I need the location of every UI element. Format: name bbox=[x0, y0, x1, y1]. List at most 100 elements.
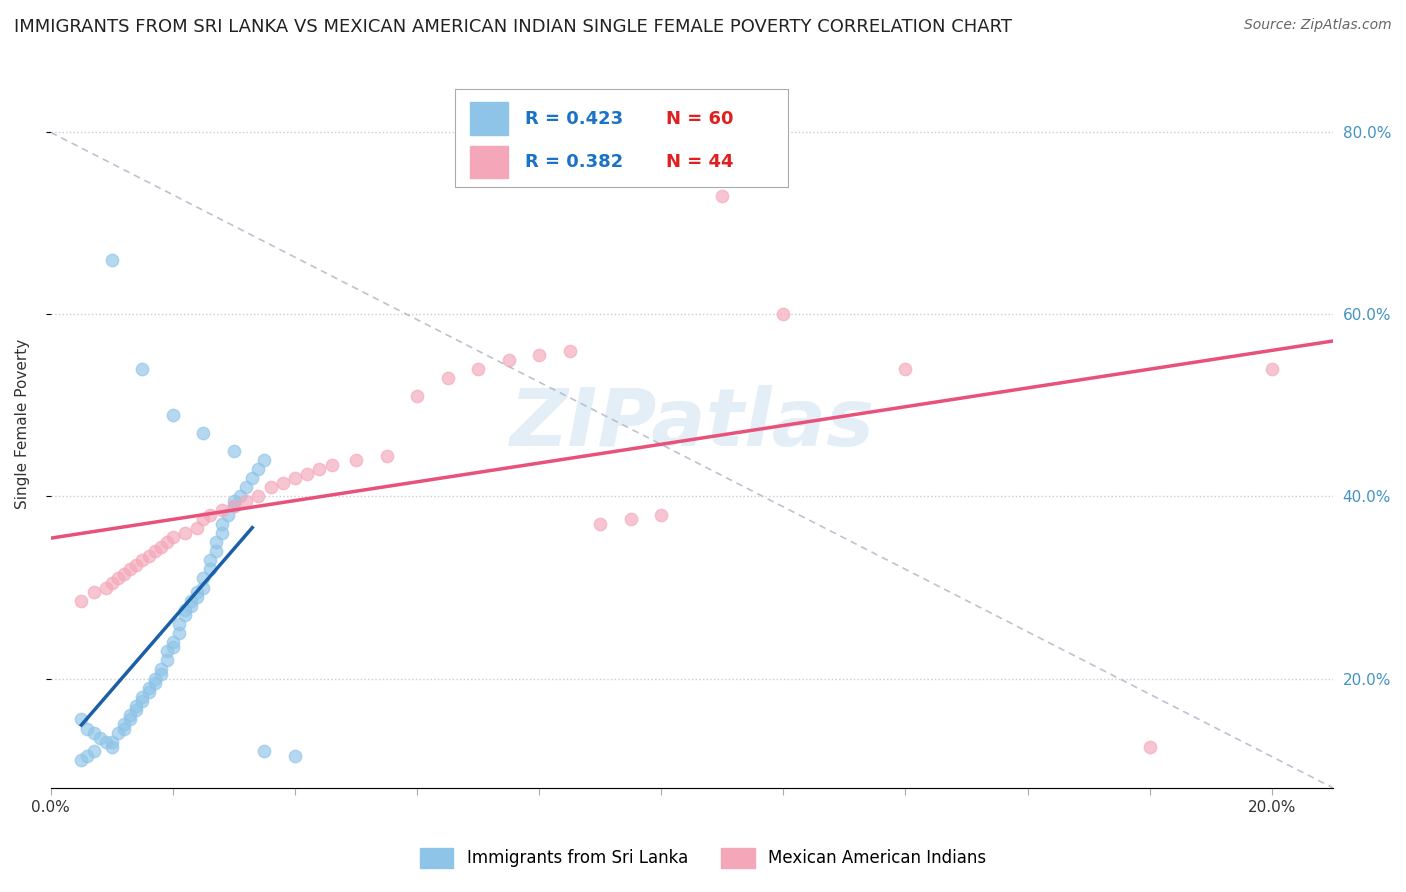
Point bbox=[162, 640, 184, 654]
Legend: Immigrants from Sri Lanka, Mexican American Indians: Immigrants from Sri Lanka, Mexican Ameri… bbox=[413, 841, 993, 875]
Point bbox=[112, 717, 135, 731]
Point bbox=[143, 672, 166, 686]
Point bbox=[198, 562, 221, 576]
Point bbox=[436, 371, 458, 385]
Point bbox=[125, 558, 148, 572]
Point bbox=[211, 525, 233, 540]
Point bbox=[1261, 362, 1284, 376]
Text: ZIPatlas: ZIPatlas bbox=[509, 384, 875, 463]
Point bbox=[167, 616, 190, 631]
Point bbox=[174, 603, 197, 617]
Point bbox=[156, 653, 179, 667]
Point bbox=[186, 590, 208, 604]
Text: R = 0.423: R = 0.423 bbox=[526, 110, 623, 128]
Point bbox=[131, 694, 153, 708]
Point bbox=[297, 467, 319, 481]
Point bbox=[70, 713, 93, 727]
Point bbox=[650, 508, 672, 522]
Point bbox=[229, 490, 252, 504]
Point bbox=[107, 571, 129, 585]
Point bbox=[101, 576, 124, 591]
Point bbox=[120, 713, 142, 727]
Text: IMMIGRANTS FROM SRI LANKA VS MEXICAN AMERICAN INDIAN SINGLE FEMALE POVERTY CORRE: IMMIGRANTS FROM SRI LANKA VS MEXICAN AME… bbox=[14, 18, 1012, 36]
Point bbox=[222, 499, 245, 513]
Point bbox=[284, 471, 307, 485]
Point bbox=[120, 708, 142, 723]
Point bbox=[284, 748, 307, 763]
Point bbox=[308, 462, 330, 476]
Point bbox=[240, 471, 263, 485]
Point bbox=[94, 581, 117, 595]
Point bbox=[193, 571, 215, 585]
Point bbox=[527, 348, 550, 362]
Text: Source: ZipAtlas.com: Source: ZipAtlas.com bbox=[1244, 18, 1392, 32]
Point bbox=[204, 535, 226, 549]
Point bbox=[186, 521, 208, 535]
Point bbox=[70, 594, 93, 608]
Point bbox=[125, 703, 148, 717]
Point bbox=[253, 453, 276, 467]
Bar bbox=[470, 145, 509, 178]
Point bbox=[83, 726, 105, 740]
Point bbox=[253, 744, 276, 758]
Point bbox=[149, 540, 172, 554]
Point bbox=[193, 512, 215, 526]
Point bbox=[138, 685, 160, 699]
Point bbox=[193, 425, 215, 440]
Point bbox=[167, 626, 190, 640]
Point bbox=[70, 754, 93, 768]
Point bbox=[131, 553, 153, 567]
Point bbox=[247, 490, 270, 504]
Text: N = 60: N = 60 bbox=[666, 110, 734, 128]
Point bbox=[558, 343, 581, 358]
FancyBboxPatch shape bbox=[454, 88, 787, 187]
Point bbox=[162, 531, 184, 545]
Point bbox=[83, 744, 105, 758]
Point bbox=[321, 458, 343, 472]
Point bbox=[112, 566, 135, 581]
Point bbox=[101, 739, 124, 754]
Point bbox=[174, 525, 197, 540]
Point bbox=[112, 722, 135, 736]
Point bbox=[271, 475, 294, 490]
Text: N = 44: N = 44 bbox=[666, 153, 734, 171]
Point bbox=[344, 453, 367, 467]
Point bbox=[180, 599, 202, 613]
Point bbox=[138, 549, 160, 563]
Point bbox=[76, 722, 98, 736]
Point bbox=[620, 512, 643, 526]
Point bbox=[1139, 739, 1161, 754]
Point bbox=[138, 681, 160, 695]
Point bbox=[211, 503, 233, 517]
Point bbox=[101, 735, 124, 749]
Bar bbox=[470, 102, 509, 135]
Point bbox=[143, 544, 166, 558]
Point bbox=[772, 308, 794, 322]
Point bbox=[259, 480, 281, 494]
Point bbox=[222, 444, 245, 458]
Point bbox=[94, 735, 117, 749]
Point bbox=[894, 362, 917, 376]
Point bbox=[89, 731, 111, 745]
Point bbox=[162, 635, 184, 649]
Point bbox=[186, 585, 208, 599]
Point bbox=[193, 581, 215, 595]
Point bbox=[247, 462, 270, 476]
Point bbox=[120, 562, 142, 576]
Point bbox=[589, 516, 612, 531]
Point bbox=[174, 607, 197, 622]
Point bbox=[149, 667, 172, 681]
Point bbox=[222, 499, 245, 513]
Point bbox=[83, 585, 105, 599]
Point bbox=[125, 698, 148, 713]
Point bbox=[143, 676, 166, 690]
Point bbox=[162, 408, 184, 422]
Point bbox=[217, 508, 239, 522]
Point bbox=[149, 662, 172, 676]
Point bbox=[711, 189, 734, 203]
Point bbox=[156, 644, 179, 658]
Point bbox=[131, 690, 153, 704]
Point bbox=[406, 389, 429, 403]
Point bbox=[211, 516, 233, 531]
Point bbox=[101, 252, 124, 267]
